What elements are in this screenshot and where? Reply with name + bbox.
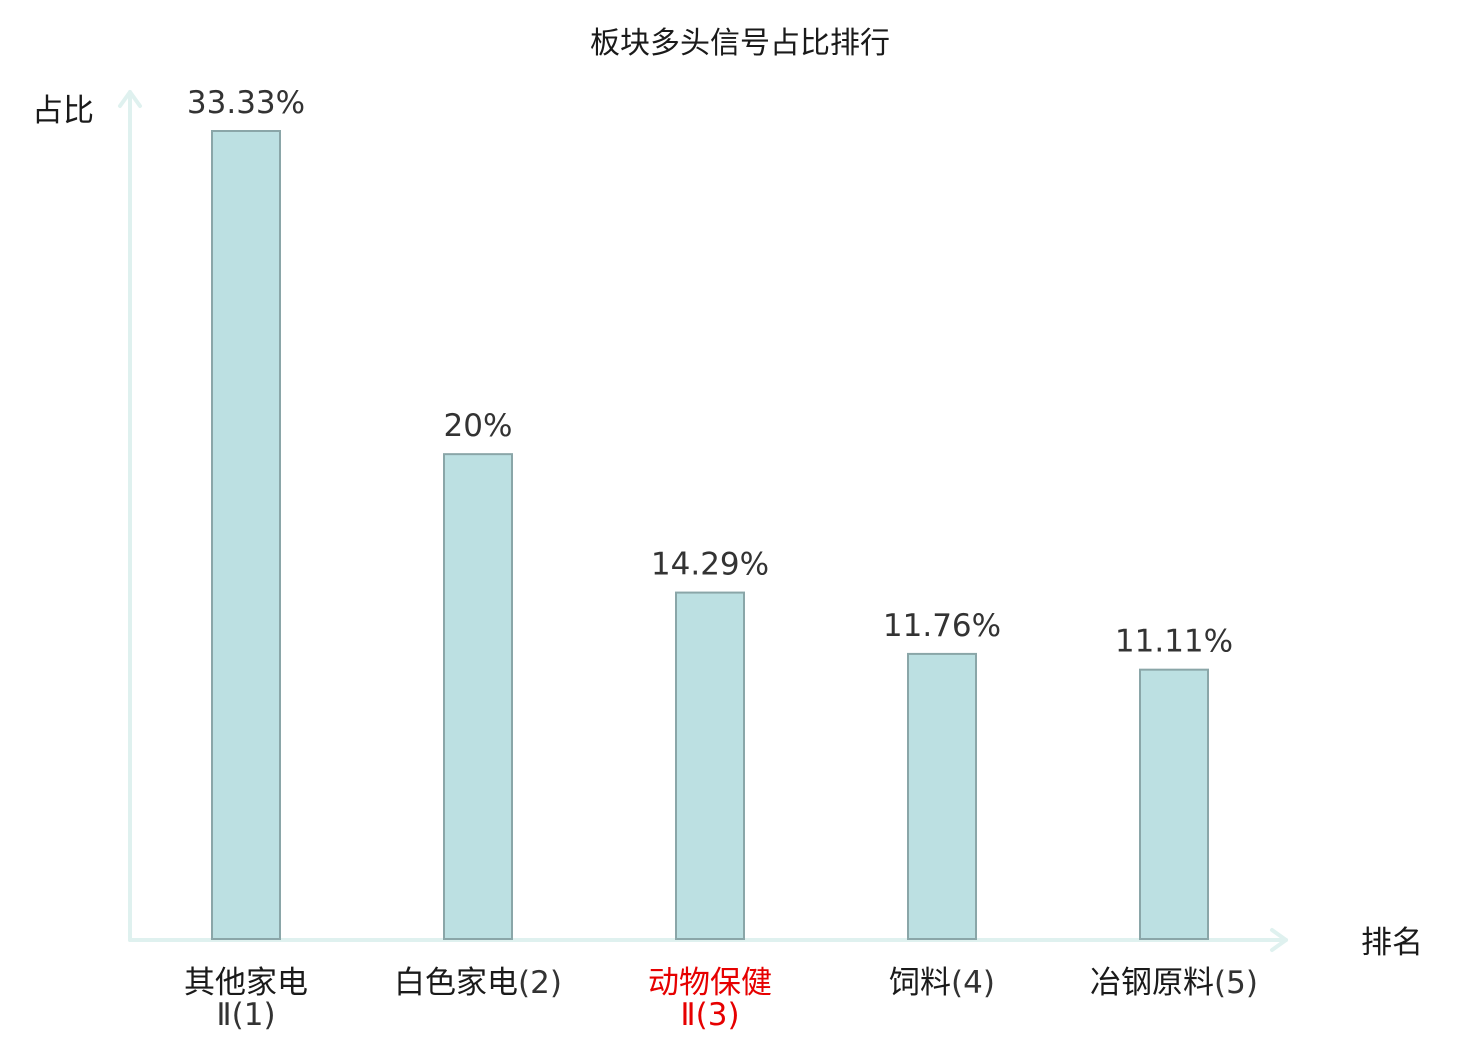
chart-title: 板块多头信号占比排行 [590, 26, 890, 61]
value-label-4: 11.76% [883, 608, 1001, 644]
value-label-1: 33.33% [187, 85, 305, 121]
bar-4 [907, 652, 977, 941]
category-rank-2: (2) [518, 965, 562, 1001]
category-rank-1: Ⅱ(1) [216, 997, 275, 1033]
value-label-5: 11.11% [1115, 624, 1233, 660]
category-rank-4: (4) [951, 965, 995, 1001]
value-label-3: 14.29% [651, 547, 769, 583]
y-axis [118, 90, 142, 942]
value-label-group: 33.33% 20% 14.29% 11.76% 11.11% [187, 85, 1233, 660]
bar-1 [211, 130, 281, 940]
category-name-5: 冶钢原料 [1090, 965, 1214, 1001]
x-axis [128, 928, 1288, 952]
category-name-4: 饲料 [889, 965, 951, 1001]
bar-3 [675, 591, 745, 940]
category-label-1: 其他家电 [184, 965, 308, 1001]
category-name-2: 白色家电 [394, 965, 518, 1001]
category-label-2: 白色家电(2) [394, 965, 562, 1001]
bar-2 [443, 453, 513, 940]
y-axis-label: 占比 [32, 93, 94, 129]
bar-series [211, 130, 1209, 941]
value-label-2: 20% [444, 408, 513, 444]
category-rank-5: (5) [1214, 965, 1258, 1001]
category-rank-3: Ⅱ(3) [680, 997, 739, 1033]
category-label-5: 冶钢原料(5) [1090, 965, 1258, 1001]
bar-5 [1139, 668, 1209, 941]
x-axis-label: 排名 [1361, 925, 1423, 961]
category-label-3: 动物保健 [648, 965, 772, 1001]
category-label-4: 饲料(4) [889, 965, 995, 1001]
